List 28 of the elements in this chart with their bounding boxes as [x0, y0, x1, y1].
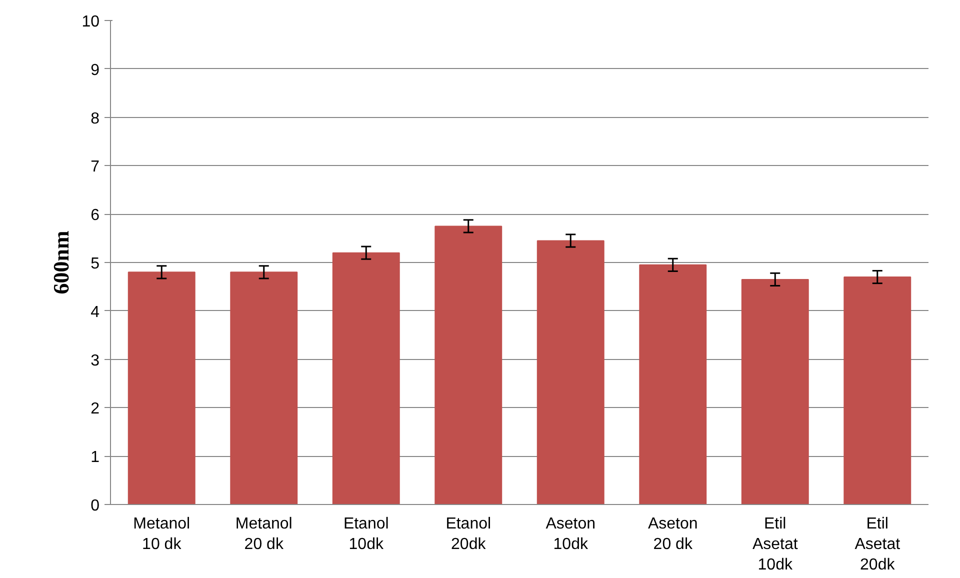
x-tick-label: Etanol 10dk — [343, 516, 389, 553]
bar — [332, 252, 400, 504]
bar — [128, 272, 196, 504]
x-tick-label: Metanol 20 dk — [235, 516, 292, 553]
y-tick-label: 5 — [90, 256, 100, 272]
bar — [434, 226, 502, 504]
y-tick-label: 7 — [90, 158, 100, 176]
bar — [741, 278, 809, 504]
x-tick-label: Etil Asetat 10dk — [752, 516, 798, 574]
x-tick-label: Aseton 10dk — [546, 516, 596, 553]
y-tick-label: 8 — [90, 110, 100, 128]
x-tick-label: Etanol 20dk — [446, 516, 492, 553]
y-tick-label: 9 — [90, 62, 100, 79]
y-tick-label: 6 — [90, 207, 100, 224]
y-tick-label: 1 — [90, 449, 100, 466]
x-tick-label: Metanol 10 dk — [133, 516, 190, 553]
y-axis-title: 600nm — [48, 230, 74, 294]
y-tick-label: 10 — [82, 14, 100, 30]
bar — [536, 240, 604, 504]
y-tick-label: 2 — [90, 400, 100, 418]
bar — [844, 276, 912, 504]
y-tick-label: 4 — [90, 304, 100, 321]
bar — [230, 272, 298, 504]
bar — [639, 264, 707, 504]
x-tick-label: Aseton 20 dk — [648, 516, 698, 553]
y-tick-label: 3 — [90, 352, 100, 370]
y-tick-label: 0 — [90, 498, 100, 514]
x-tick-label: Etil Asetat 20dk — [854, 516, 901, 574]
